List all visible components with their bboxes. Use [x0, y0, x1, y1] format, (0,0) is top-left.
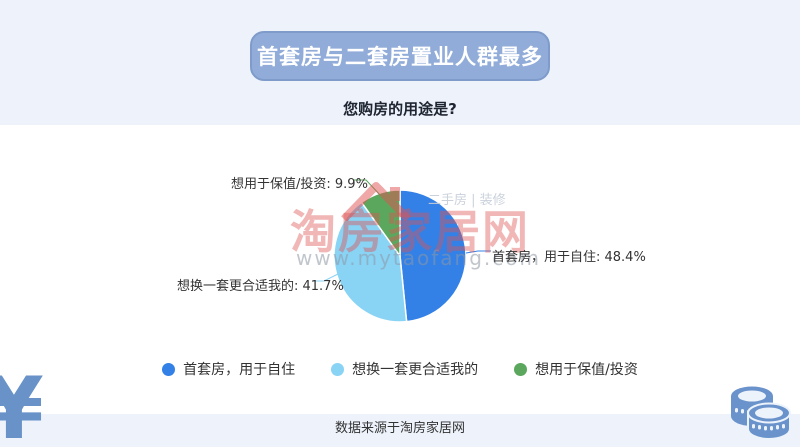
- watermark-url-text: www.mytaofang.com: [296, 246, 541, 270]
- pie-slice-0: [399, 189, 467, 323]
- watermark-brand-text: 淘房家居网: [290, 205, 530, 259]
- slice-label-swap: 想换一套更合适我的: 41.7%: [177, 279, 344, 294]
- slice-label-first-home: 首套房，用于自住: 48.4%: [492, 250, 646, 265]
- house-roof-icon: [341, 182, 411, 221]
- pie-slices: [333, 189, 467, 323]
- legend-item-invest: 想用于保值/投资: [514, 359, 638, 379]
- leader-line-swap: [313, 271, 343, 282]
- coins-icon: [731, 386, 791, 441]
- header-banner-title: 首套房与二套房置业人群最多: [257, 45, 543, 69]
- yen-icon: ¥: [0, 359, 44, 447]
- leader-line-first: [465, 250, 491, 254]
- legend-label: 想用于保值/投资: [535, 362, 638, 378]
- bottom-band: [0, 414, 800, 447]
- legend-label: 想换一套更合适我的: [352, 362, 479, 378]
- legend-item-first-home: 首套房，用于自住: [162, 359, 295, 379]
- chart-question-title: 您购房的用途是?: [343, 100, 457, 118]
- legend-swatch-blue-icon: [162, 362, 176, 376]
- watermark-tagline-text: 二手房 | 装修: [428, 193, 506, 208]
- legend-swatch-lightblue-icon: [331, 362, 345, 376]
- chart-legend: 首套房，用于自住 想换一套更合适我的 想用于保值/投资: [0, 359, 800, 379]
- legend-swatch-green-icon: [514, 362, 528, 376]
- data-source-note: 数据来源于淘房家居网: [334, 421, 465, 436]
- slice-label-invest: 想用于保值/投资: 9.9%: [231, 177, 368, 192]
- legend-label: 首套房，用于自住: [183, 362, 296, 378]
- header-banner: 首套房与二套房置业人群最多: [250, 31, 550, 81]
- legend-item-swap: 想换一套更合适我的: [331, 359, 478, 379]
